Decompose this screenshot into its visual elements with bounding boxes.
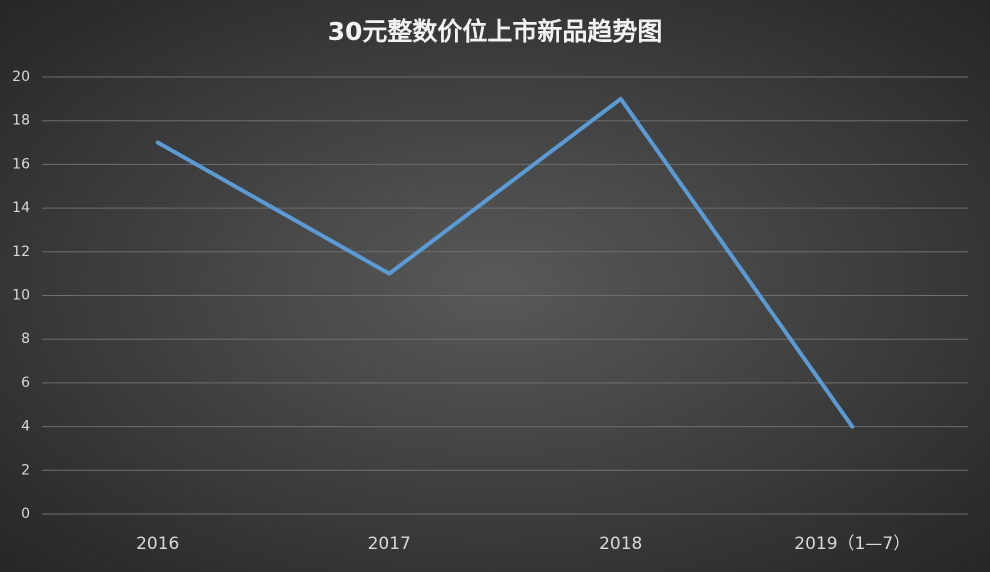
y-tick-label: 16 <box>12 156 30 172</box>
y-tick-label: 8 <box>21 331 30 347</box>
y-tick-label: 10 <box>12 288 30 304</box>
x-tick-label: 2017 <box>368 534 411 554</box>
chart-title: 30元整数价位上市新品趋势图 <box>328 17 663 46</box>
y-tick-label: 2 <box>21 462 30 478</box>
y-tick-label: 18 <box>12 113 30 129</box>
y-tick-label: 6 <box>21 375 30 391</box>
series-line <box>155 96 855 429</box>
y-tick-label: 4 <box>21 419 30 435</box>
y-tick-label: 20 <box>12 69 30 85</box>
y-tick-label: 0 <box>21 506 30 522</box>
y-tick-label: 14 <box>12 200 30 216</box>
x-tick-label: 2019（1—7） <box>794 534 910 554</box>
x-tick-label: 2016 <box>136 534 179 554</box>
x-tick-label: 2018 <box>599 534 642 554</box>
y-tick-label: 12 <box>12 244 30 260</box>
